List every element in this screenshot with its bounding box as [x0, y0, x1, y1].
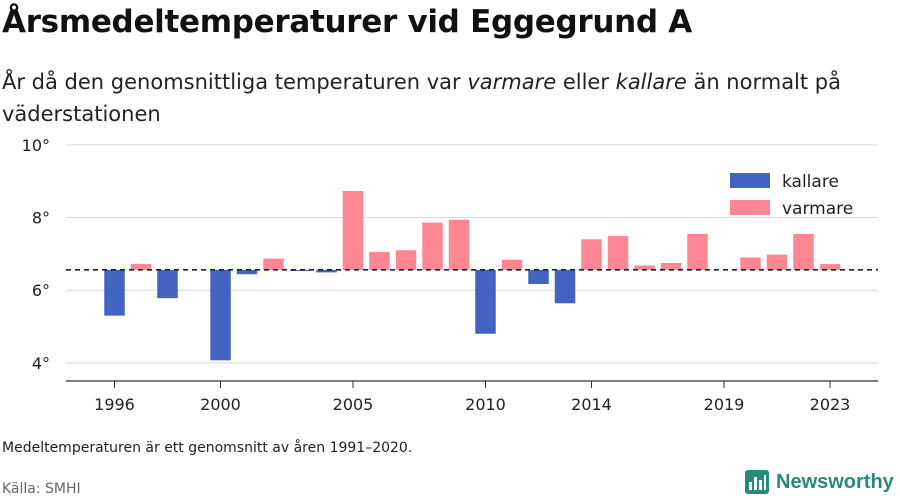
bar-2022 [793, 233, 814, 270]
brand-name: Newsworthy [776, 470, 894, 493]
x-tick-label: 2000 [200, 395, 241, 414]
bar-2009 [448, 219, 470, 270]
bar-2008 [422, 222, 443, 270]
subtitle-part1: År då den genomsnittliga temperaturen va… [2, 70, 468, 94]
x-tick-label: 2023 [810, 395, 851, 414]
footnote: Medeltemperaturen är ett genomsnitt av å… [2, 440, 413, 456]
x-tick-label: 2014 [571, 395, 612, 414]
bar-2020 [740, 257, 761, 270]
chart-subtitle: År då den genomsnittliga temperaturen va… [2, 66, 882, 130]
newsworthy-logo-icon [745, 470, 769, 494]
legend-swatch-warm [730, 200, 770, 215]
bar-1997 [130, 264, 152, 270]
y-tick-label: 6° [32, 281, 50, 300]
legend-label-warm: varmare [782, 199, 853, 219]
bar-2017 [660, 262, 682, 270]
bar-2007 [395, 250, 417, 270]
bar-chart: 4° 6° 8° 10° 1996 2000 2005 2010 2014 2019 2023 kal… [22, 136, 878, 414]
y-tick-label: 4° [32, 354, 50, 373]
x-tick-label: 2019 [704, 395, 745, 414]
bar-2000 [210, 269, 231, 361]
bar-2004 [316, 269, 337, 273]
bar-2005 [342, 191, 364, 270]
bar-2010 [475, 269, 496, 334]
y-tick-label: 8° [32, 209, 50, 228]
source-label: Källa: SMHI [2, 481, 81, 497]
subtitle-cold-word: kallare [615, 70, 687, 94]
bar-2011 [501, 259, 523, 270]
bar-2018 [687, 233, 708, 270]
bar-2016 [634, 265, 655, 270]
x-tick-label: 1996 [94, 395, 135, 414]
x-tick-label: 2010 [465, 395, 506, 414]
chart-title: Årsmedeltemperaturer vid Eggegrund A [2, 4, 692, 40]
subtitle-warm-word: varmare [467, 70, 557, 94]
bar-1996 [104, 269, 125, 316]
legend-swatch-cold [730, 173, 770, 188]
brand-logo: Newsworthy [744, 468, 894, 496]
x-tick-label: 2005 [333, 395, 374, 414]
bar-2015 [607, 236, 629, 270]
bar-2001 [236, 269, 258, 275]
subtitle-part2: eller [556, 70, 616, 94]
bar-2014 [581, 239, 602, 270]
bar-2013 [554, 269, 576, 304]
bar-2023 [819, 264, 841, 270]
bar-2002 [263, 258, 284, 270]
bar-1998 [157, 269, 178, 299]
legend-label-cold: kallare [782, 172, 839, 192]
bar-2012 [528, 269, 549, 285]
subtitle-part3: än normalt på väderstationen [2, 70, 841, 126]
y-tick-label: 10° [22, 136, 50, 155]
bar-2006 [369, 252, 390, 270]
bar-2021 [766, 254, 788, 270]
